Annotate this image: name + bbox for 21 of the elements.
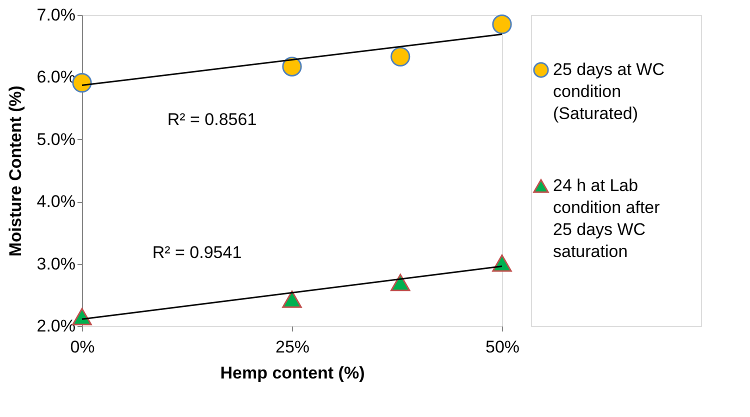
annotation: R² = 0.8561: [167, 110, 257, 129]
point: [390, 46, 410, 66]
y-tick-label: 2.0%: [36, 316, 76, 336]
y-tick-label: 5.0%: [36, 130, 76, 149]
legend-label: 25 days at WC condition (Saturated): [553, 60, 664, 123]
y-tick-label: 6.0%: [36, 68, 76, 87]
x-tick-label: 50%: [485, 338, 520, 356]
x-tick-label: 0%: [70, 338, 95, 356]
point: [282, 56, 302, 76]
legend-label: 24 h at Lab condition after 25 days WC saturation: [553, 176, 660, 261]
point: [282, 290, 302, 308]
y-axis-title: Moisture Content (%): [6, 86, 25, 256]
y-tick-label: 3.0%: [36, 254, 76, 274]
y-tick-label: 7.0%: [36, 6, 76, 24]
y-tick-label: 4.0%: [36, 192, 76, 212]
point: [492, 14, 512, 34]
x-axis-title: Hemp content (%): [220, 364, 365, 382]
x-tick-label: 25%: [275, 338, 310, 356]
point: [390, 274, 410, 292]
point: [492, 254, 512, 272]
annotation: R² = 0.9541: [152, 243, 242, 262]
